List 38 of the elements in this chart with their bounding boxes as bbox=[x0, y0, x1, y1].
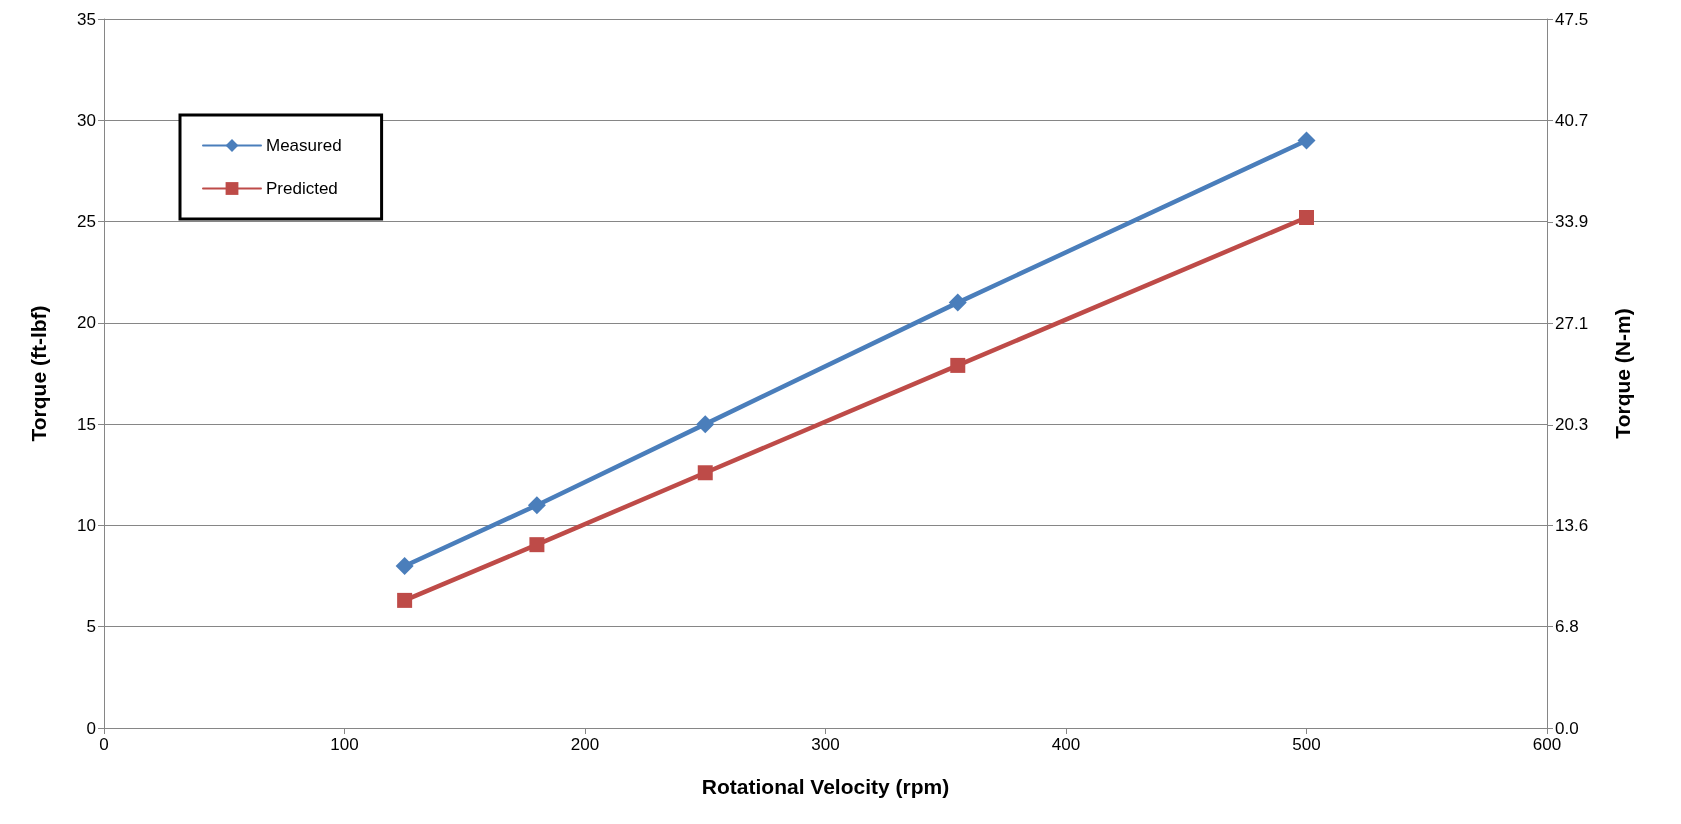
point bbox=[948, 293, 967, 312]
point bbox=[696, 415, 715, 434]
y2-tick-label: 13.6 bbox=[1555, 515, 1589, 535]
y2-axis-title: Torque (N-m) bbox=[1611, 308, 1634, 439]
y2-tick-label: 27.1 bbox=[1555, 314, 1589, 333]
y2-tick-label: 47.5 bbox=[1555, 9, 1589, 29]
point bbox=[697, 465, 713, 481]
point bbox=[529, 537, 545, 553]
point bbox=[1299, 210, 1314, 226]
legend-label: Predicted bbox=[266, 179, 338, 198]
y-tick-label: 25 bbox=[77, 212, 96, 232]
y-tick-label: 10 bbox=[77, 515, 96, 535]
y2-tick-label: 40.7 bbox=[1555, 111, 1589, 130]
y-tick-label: 0 bbox=[86, 718, 96, 738]
point bbox=[395, 556, 414, 575]
y-tick-label: 15 bbox=[77, 414, 96, 434]
y-axis-title: Torque (ft-lbf) bbox=[27, 305, 50, 442]
point bbox=[950, 357, 966, 373]
x-tick-label: 0 bbox=[99, 735, 109, 754]
y-tick-label: 5 bbox=[86, 617, 96, 637]
x-tick-label: 300 bbox=[811, 735, 840, 754]
point bbox=[1297, 131, 1316, 150]
x-tick-label: 600 bbox=[1532, 735, 1562, 754]
x-axis-title: Rotational Velocity (rpm) bbox=[701, 775, 950, 798]
x-tick-label: 500 bbox=[1292, 735, 1321, 754]
legend-label: Measured bbox=[266, 136, 342, 155]
y2-tick-label: 6.8 bbox=[1555, 617, 1579, 636]
y2-tick-label: 0.0 bbox=[1555, 718, 1579, 738]
x-tick-label: 100 bbox=[330, 735, 359, 754]
y-tick-label: 35 bbox=[77, 9, 96, 29]
y-tick-label: 20 bbox=[77, 313, 96, 333]
y2-tick-label: 20.3 bbox=[1555, 415, 1589, 435]
x-tick-label: 400 bbox=[1051, 735, 1081, 754]
point bbox=[527, 496, 546, 515]
point bbox=[397, 592, 413, 608]
y-tick-label: 30 bbox=[77, 110, 96, 130]
x-tick-label: 200 bbox=[570, 735, 600, 754]
y2-tick-label: 33.9 bbox=[1555, 212, 1589, 232]
